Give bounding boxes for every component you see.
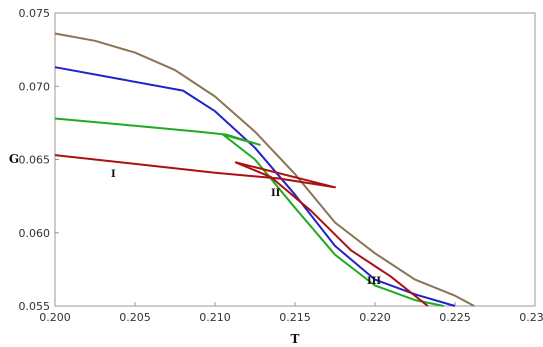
x-tick-label: 0.205 <box>119 311 151 324</box>
y-tick-label: 0.060 <box>19 227 51 240</box>
y-tick-label: 0.055 <box>19 300 51 313</box>
y-axis-label: G <box>9 152 19 166</box>
series-line-2 <box>54 66 456 307</box>
plot-frame <box>54 12 536 307</box>
x-tick-label: 0.210 <box>199 311 231 324</box>
annotation-label: I <box>111 169 116 180</box>
y-tick-label: 0.075 <box>19 7 51 20</box>
x-tick-label: 0.220 <box>359 311 391 324</box>
x-tick-label: 0.225 <box>439 311 471 324</box>
x-axis-label: T <box>291 332 300 346</box>
annotation-label: III <box>367 276 381 287</box>
series-line-3 <box>54 117 445 307</box>
y-tick-label: 0.065 <box>19 154 51 167</box>
y-tick-label: 0.070 <box>19 80 51 93</box>
annotation-label: II <box>271 188 281 199</box>
x-tick-label: 0.200 <box>39 311 71 324</box>
series-line-4 <box>54 154 429 307</box>
x-tick-label: 0.230 <box>519 311 543 324</box>
series-line-1 <box>54 32 475 307</box>
x-tick-label: 0.215 <box>279 311 311 324</box>
